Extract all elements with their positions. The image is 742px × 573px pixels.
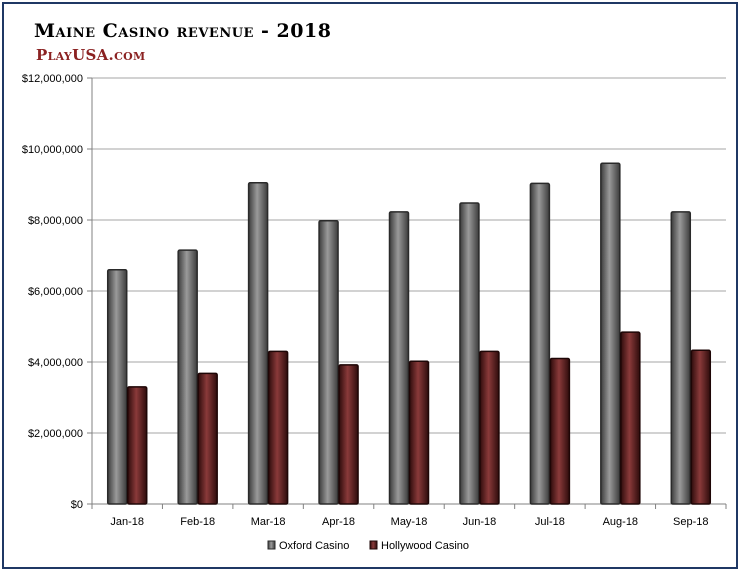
chart-title: Maine Casino revenue - 2018 [34, 20, 332, 42]
bar-oxford [670, 211, 692, 505]
brand-usa: USA. [72, 46, 115, 64]
tick-labels: $0 $2,000,000 $4,000,000 $6,000,000 $8,000,0… [22, 73, 709, 528]
bar-hollywood [549, 357, 571, 505]
brand-lay: LAY [47, 50, 73, 63]
bar-hollywood [479, 350, 500, 505]
bar-oxford [529, 182, 551, 505]
x-tick-label: Apr-18 [322, 516, 355, 528]
brand-prefix: P [36, 46, 48, 64]
x-tick-label: Jun-18 [463, 516, 497, 528]
bar-hollywood [267, 350, 289, 505]
y-tick-label: $4,000,000 [28, 357, 83, 369]
axes [87, 77, 727, 509]
bar-oxford [600, 162, 621, 505]
bar-hollywood [620, 331, 641, 505]
legend-swatch-hollywood [369, 540, 378, 550]
legend-label-hollywood: Hollywood Casino [381, 540, 469, 552]
bar-oxford [177, 249, 198, 505]
y-tick-label: $10,000,000 [22, 144, 83, 156]
x-tick-label: May-18 [391, 516, 428, 528]
y-tick-label: $0 [71, 499, 83, 511]
x-tick-label: Feb-18 [180, 516, 215, 528]
y-tick-label: $6,000,000 [28, 286, 83, 298]
bar-hollywood [197, 372, 218, 505]
y-tick-label: $12,000,000 [22, 73, 83, 85]
y-tick-label: $8,000,000 [28, 215, 83, 227]
bar-oxford [247, 181, 269, 505]
bar-oxford [106, 268, 128, 505]
x-tick-label: Sep-18 [673, 516, 708, 528]
x-tick-label: Jan-18 [110, 516, 144, 528]
bar-hollywood [338, 364, 359, 505]
bar-hollywood [126, 386, 148, 505]
bar-oxford [388, 211, 410, 505]
x-tick-label: Aug-18 [603, 516, 638, 528]
legend-swatch-oxford [267, 540, 276, 550]
brand-logo: PLAYUSA.COM [36, 46, 145, 64]
bars [106, 162, 712, 505]
legend: Oxford Casino Hollywood Casino [267, 540, 469, 552]
y-tick-label: $2,000,000 [28, 428, 83, 440]
brand-com: COM [114, 50, 146, 63]
bar-hollywood [408, 360, 430, 505]
x-tick-label: Mar-18 [251, 516, 286, 528]
bar-oxford [318, 219, 339, 505]
bar-hollywood [690, 349, 712, 505]
bar-oxford [459, 202, 480, 505]
legend-label-oxford: Oxford Casino [279, 540, 349, 552]
x-tick-label: Jul-18 [535, 516, 565, 528]
